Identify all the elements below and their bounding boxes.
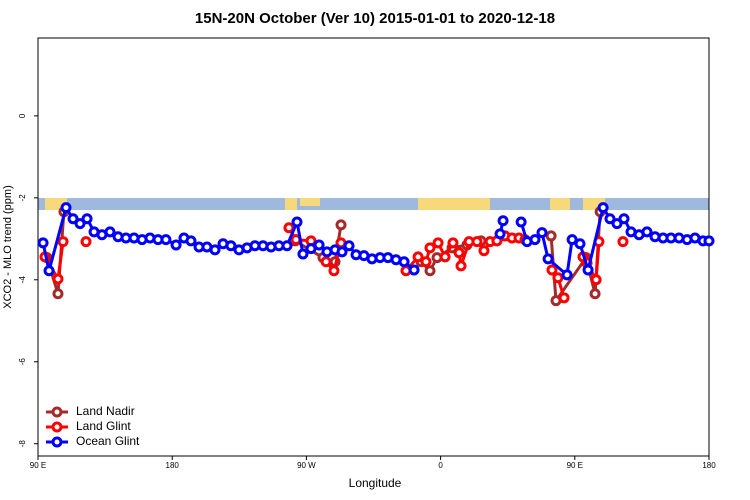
data-point [453, 247, 465, 259]
data-point [328, 265, 340, 277]
data-point [170, 239, 182, 251]
data-point [566, 234, 578, 246]
x-axis-label: Longitude [349, 476, 402, 490]
legend-marker [51, 436, 63, 448]
data-point [432, 237, 444, 249]
data-point [641, 226, 653, 238]
x-tick-label: 180 [702, 461, 716, 470]
data-point [574, 238, 586, 250]
x-tick-label: 90 E [30, 461, 46, 470]
legend-label: Land Glint [76, 419, 131, 433]
data-point [515, 216, 527, 228]
data-point [398, 256, 410, 268]
data-point [57, 236, 69, 248]
data-point [281, 240, 293, 252]
data-point [60, 202, 72, 214]
data-point [545, 230, 557, 242]
legend-label: Ocean Glint [76, 434, 140, 448]
data-point [536, 227, 548, 239]
data-point [597, 202, 609, 214]
data-point [424, 242, 436, 254]
legend-marker [51, 406, 63, 418]
data-point [343, 240, 355, 252]
y-tick-label: -4 [18, 276, 27, 284]
data-point [455, 260, 467, 272]
data-point [582, 264, 594, 276]
x-tick-label: 90 W [297, 461, 316, 470]
land-patch [550, 198, 570, 210]
land-patch [418, 198, 490, 210]
land-patch [300, 198, 320, 206]
data-point [412, 251, 424, 263]
data-point [611, 218, 623, 230]
data-point [424, 265, 436, 277]
data-point [225, 240, 237, 252]
data-point [291, 216, 303, 228]
y-tick-label: -6 [18, 358, 27, 366]
data-point [590, 274, 602, 286]
data-point [80, 236, 92, 248]
data-point [185, 235, 197, 247]
data-point [589, 288, 601, 300]
data-point [43, 265, 55, 277]
data-point [37, 237, 49, 249]
chart-title: 15N-20N October (Ver 10) 2015-01-01 to 2… [195, 10, 555, 27]
y-tick-label: 0 [18, 113, 27, 118]
data-point [335, 219, 347, 231]
data-point [618, 213, 630, 225]
legend-label: Land Nadir [76, 404, 135, 418]
data-point [160, 234, 172, 246]
legend-marker [51, 421, 63, 433]
data-point [313, 239, 325, 251]
data-point [447, 237, 459, 249]
data-point [497, 215, 509, 227]
y-axis-label: XCO2 - MLO trend (ppm) [2, 185, 14, 308]
data-point [478, 245, 490, 257]
data-point [74, 218, 86, 230]
data-point [297, 248, 309, 260]
x-tick-label: 0 [438, 461, 443, 470]
y-tick-label: -2 [18, 194, 27, 202]
data-point [408, 264, 420, 276]
data-point [561, 269, 573, 281]
map-strip [38, 198, 709, 210]
data-point [439, 251, 451, 263]
data-point [494, 228, 506, 240]
data-point [558, 292, 570, 304]
data-point [320, 256, 332, 268]
data-point [471, 236, 483, 248]
x-tick-label: 90 E [567, 461, 583, 470]
land-patch [285, 198, 297, 210]
data-point [420, 256, 432, 268]
data-point [336, 246, 348, 258]
data-point [283, 222, 295, 234]
data-point [703, 235, 715, 247]
data-point [52, 273, 64, 285]
plot-frame [37, 37, 710, 457]
data-point [604, 213, 616, 225]
y-tick-label: -8 [18, 440, 27, 448]
data-point [52, 288, 64, 300]
data-point [104, 226, 116, 238]
data-point [546, 264, 558, 276]
data-point [529, 234, 541, 246]
data-point [209, 244, 221, 256]
data-point [617, 236, 629, 248]
x-tick-label: 180 [166, 461, 180, 470]
data-point [552, 272, 564, 284]
data-point [67, 213, 79, 225]
data-point [542, 253, 554, 265]
data-point [81, 213, 93, 225]
